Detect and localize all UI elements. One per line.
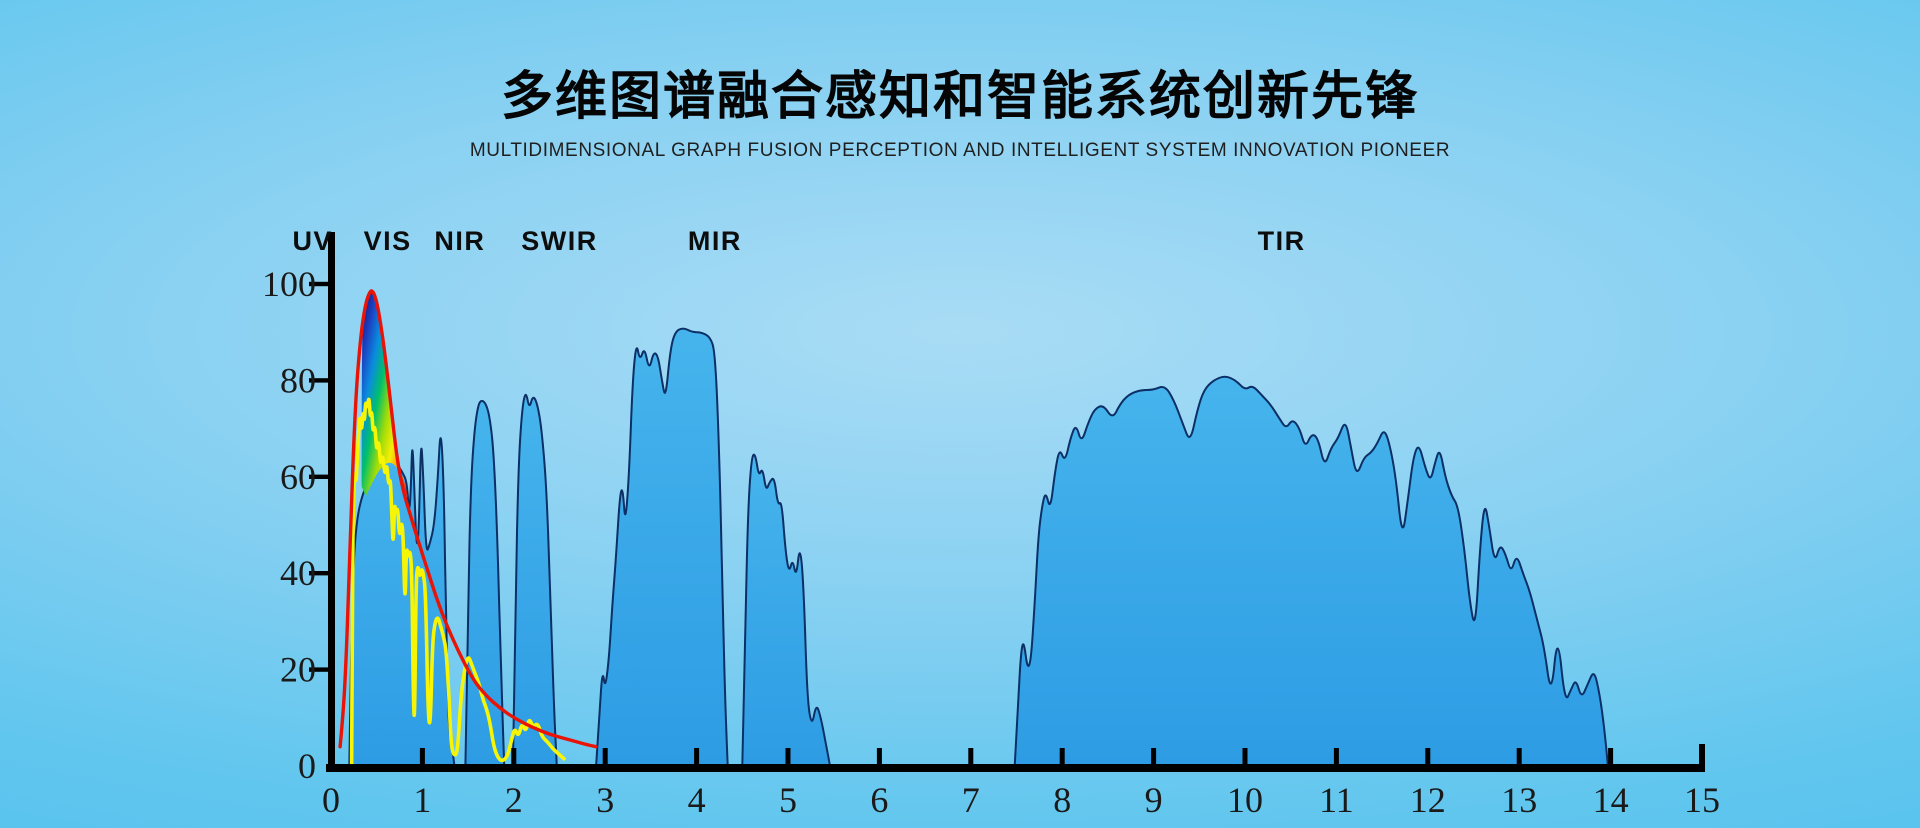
x-tick-11 [1333, 748, 1339, 764]
band-label-uv: UV [292, 226, 333, 256]
x-tick-7 [968, 748, 974, 764]
x-tick-label-1: 1 [413, 780, 431, 820]
x-tick-9 [1151, 748, 1157, 764]
y-tick-20 [309, 667, 331, 672]
y-tick-40 [309, 571, 331, 576]
x-tick-label-9: 9 [1145, 780, 1163, 820]
x-tick-label-10: 10 [1227, 780, 1263, 820]
y-tick-label-20: 20 [280, 650, 316, 690]
x-tick-6 [876, 748, 882, 764]
y-tick-100 [309, 281, 331, 287]
solar-envelope-curve [338, 289, 598, 749]
x-tick-10 [1242, 748, 1248, 764]
transmission-window-area-5 [741, 453, 831, 767]
y-tick-60 [309, 474, 331, 479]
x-tick-4 [694, 748, 700, 764]
transmission-window-area-4 [595, 327, 729, 767]
band-label-swir: SWIR [521, 226, 598, 256]
x-tick-5 [785, 748, 791, 764]
x-tick-2 [511, 748, 517, 764]
y-tick-label-100: 100 [262, 264, 316, 304]
x-tick-14 [1608, 748, 1614, 764]
band-label-nir: NIR [434, 226, 485, 256]
x-tick-label-2: 2 [505, 780, 523, 820]
x-tick-label-7: 7 [962, 780, 980, 820]
x-tick-label-5: 5 [779, 780, 797, 820]
transmission-window-area-6 [1013, 375, 1609, 767]
band-label-tir: TIR [1258, 226, 1306, 256]
x-tick-label-4: 4 [688, 780, 706, 820]
solar-sea-level-curve [349, 397, 566, 768]
y-tick-80 [309, 378, 331, 383]
x-tick-1 [419, 748, 425, 764]
x-tick-label-8: 8 [1053, 780, 1071, 820]
x-tick-3 [602, 748, 608, 764]
y-tick-label-0: 0 [298, 746, 316, 786]
transmission-window-area-3 [511, 393, 558, 767]
x-tick-label-6: 6 [870, 780, 888, 820]
x-tick-label-12: 12 [1410, 780, 1446, 820]
page-subtitle: MULTIDIMENSIONAL GRAPH FUSION PERCEPTION… [469, 140, 1451, 161]
page-title: 多维图谱融合感知和智能系统创新先锋 [500, 68, 1419, 126]
x-tick-label-3: 3 [596, 780, 614, 820]
visible-spectrum-rainbow-wedge [361, 291, 408, 498]
y-tick-label-40: 40 [280, 553, 316, 593]
band-label-vis: VIS [364, 226, 412, 256]
y-axis-line [328, 232, 335, 772]
y-tick-label-60: 60 [280, 457, 316, 497]
x-tick-label-15: 15 [1684, 780, 1720, 820]
x-tick-label-14: 14 [1593, 780, 1629, 820]
transmission-window-area-2 [464, 399, 506, 767]
band-label-mir: MIR [688, 226, 742, 256]
x-tick-label-11: 11 [1319, 780, 1354, 820]
x-axis-line [326, 764, 1705, 772]
y-tick-label-80: 80 [280, 360, 316, 400]
x-axis-end-cap [1699, 744, 1705, 772]
x-tick-label-13: 13 [1501, 780, 1537, 820]
x-tick-12 [1425, 748, 1431, 764]
x-tick-label-0: 0 [322, 780, 340, 820]
x-tick-8 [1059, 748, 1065, 764]
x-tick-13 [1516, 748, 1522, 764]
